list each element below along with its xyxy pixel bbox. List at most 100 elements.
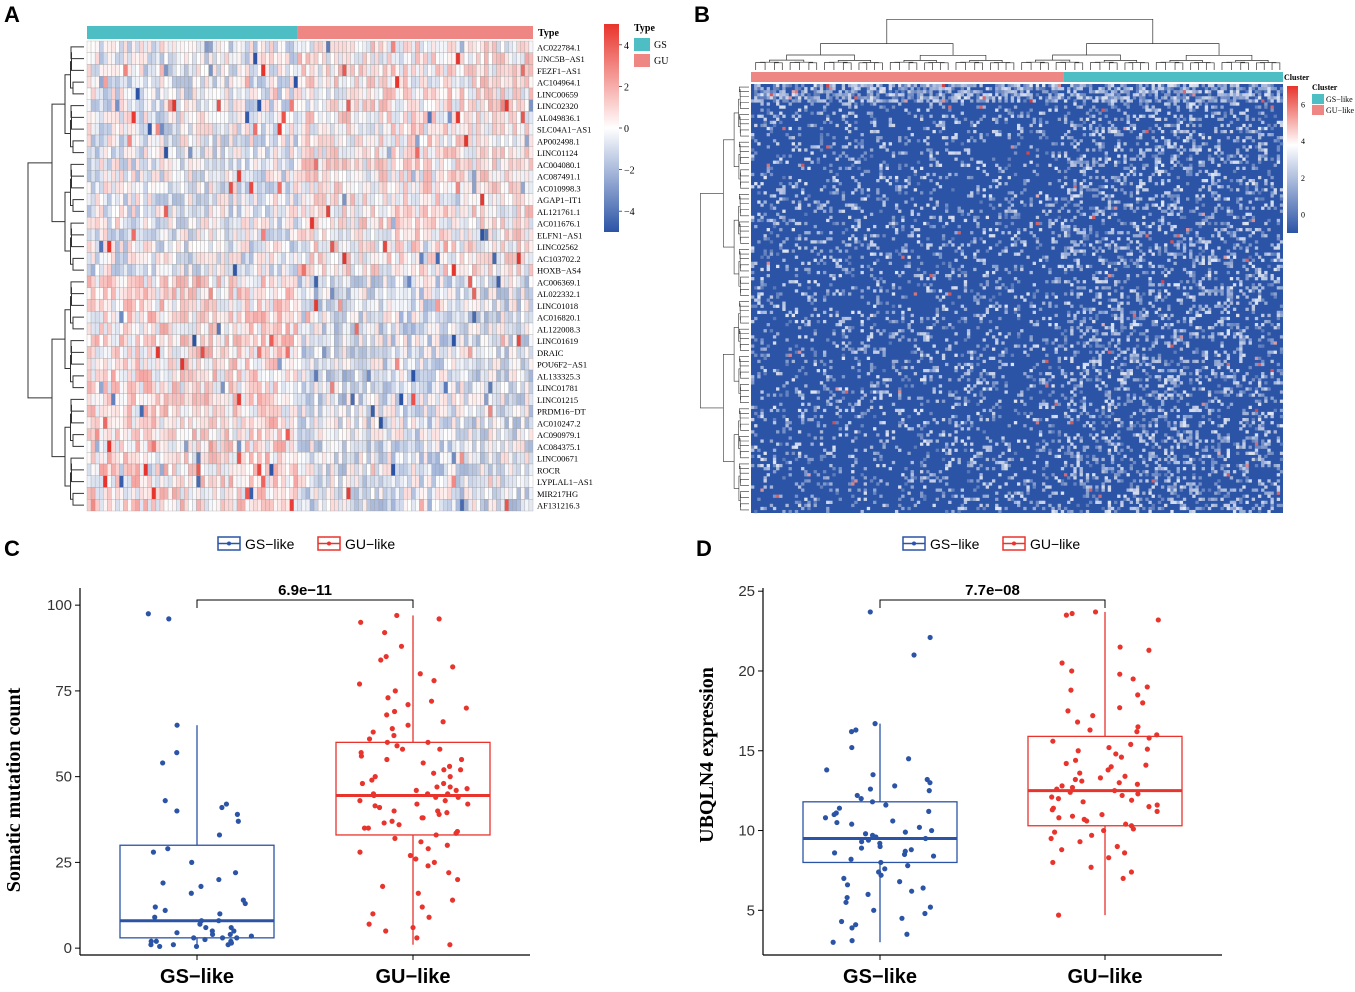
heatmap-a-cell [528,87,534,100]
heatmap-a-cell [240,358,246,371]
heatmap-a-cell [496,393,501,406]
heatmap-a-cell [423,346,428,359]
heatmap-a-cell [451,240,457,253]
heatmap-a-cell [103,99,108,112]
heatmap-a-cell [459,381,465,394]
heatmap-a-cell [358,146,363,159]
heatmap-a-cell [496,275,501,288]
heatmap-a-cell [374,134,380,147]
heatmap-a-cell [200,299,205,312]
heatmap-a-cell [350,99,355,112]
heatmap-a-cell [463,64,469,77]
heatmap-a-cell [354,322,359,335]
heatmap-a-cell [451,158,457,171]
heatmap-a-cell [204,275,209,288]
heatmap-a-cell [196,405,201,418]
heatmap-a-cell [488,275,493,288]
heatmap-a-cell [265,299,270,312]
heatmap-b-cell [804,87,808,91]
heatmap-a-cell [99,64,104,77]
heatmap-a-cell [208,322,213,335]
heatmap-a-cell [232,275,238,288]
heatmap-a-cell [386,299,392,312]
heatmap-a-cell [459,76,465,89]
heatmap-a-cell [297,87,303,100]
heatmap-a-cell [244,393,250,406]
heatmap-a-cell [99,264,104,277]
heatmap-a-cell [305,134,311,147]
heatmap-b-cell [791,90,796,94]
heatmap-b-cell [923,90,927,94]
heatmap-a-cell [520,322,526,335]
heatmap-b-cell [1167,84,1171,88]
heatmap-a-cell [261,228,266,241]
heatmap-a-cell [147,287,153,300]
heatmap-a-cell [90,193,96,206]
heatmap-a-cell [382,64,388,77]
heatmap-a-cell [103,311,108,324]
heatmap-a-cell [236,346,242,359]
dendrogram-branch [924,62,933,70]
heatmap-a-cell [472,311,477,324]
heatmap-a-cell [516,405,521,418]
heatmap-a-cell [362,416,367,429]
heatmap-a-cell [261,240,266,253]
heatmap-b-cell [882,87,886,91]
heatmap-a-cell [135,264,140,277]
heatmap-a-cell [103,158,108,171]
heatmap-a-cell [305,475,311,488]
heatmap-a-cell [94,205,100,218]
heatmap-a-cell [431,381,436,394]
heatmap-a-cell [269,463,274,476]
heatmap-a-cell [459,205,465,218]
heatmap-b-cell [829,87,833,91]
heatmap-a-cell [492,252,497,265]
heatmap-a-cell [257,463,262,476]
heatmap-a-cell [127,240,132,253]
heatmap-a-cell [358,64,363,77]
heatmap-a-cell [407,393,412,406]
heatmap-a-cell [346,181,351,194]
heatmap-a-cell [524,252,530,265]
heatmap-a-cell [204,64,209,77]
heatmap-a-cell [155,369,161,382]
heatmap-a-cell [439,228,444,241]
heatmap-a-cell [419,181,424,194]
heatmap-a-cell [399,134,404,147]
heatmap-a-cell [346,52,351,65]
heatmap-a-cell [90,428,96,441]
heatmap-a-cell [342,299,347,312]
heatmap-a-cell [224,275,230,288]
heatmap-a-cell [439,428,444,441]
heatmap-a-cell [281,181,286,194]
heatmap-a-cell [439,123,444,136]
heatmap-a-cell [94,52,100,65]
heatmap-a-cell [362,217,367,230]
heatmap-a-cell [127,416,132,429]
heatmap-a-cell [232,228,238,241]
heatmap-a-cell [119,393,124,406]
heatmap-a-cell [277,287,282,300]
dendrogram-branch [64,191,71,252]
heatmap-a-cell [382,287,388,300]
heatmap-a-cell [354,275,359,288]
heatmap-a-cell [224,463,230,476]
heatmap-a-cell [240,123,246,136]
heatmap-a-cell [115,428,120,441]
heatmap-a-cell [496,369,501,382]
heatmap-a-cell [293,146,298,159]
heatmap-a-cell [305,52,311,65]
heatmap-b-cell [1220,90,1224,94]
heatmap-a-cell [301,405,307,418]
dendrogram-branch [740,316,749,324]
heatmap-b-cell [1157,84,1162,88]
heatmap-a-cell [512,346,517,359]
heatmap-a-cell [354,499,359,512]
heatmap-b-cell [797,93,802,97]
heatmap-a-cell [200,440,205,453]
heatmap-a-cell [467,499,473,512]
heatmap-a-cell [253,487,258,500]
heatmap-a-cell [212,76,217,89]
heatmap-a-cell [528,240,534,253]
heatmap-a-cell [313,452,319,465]
